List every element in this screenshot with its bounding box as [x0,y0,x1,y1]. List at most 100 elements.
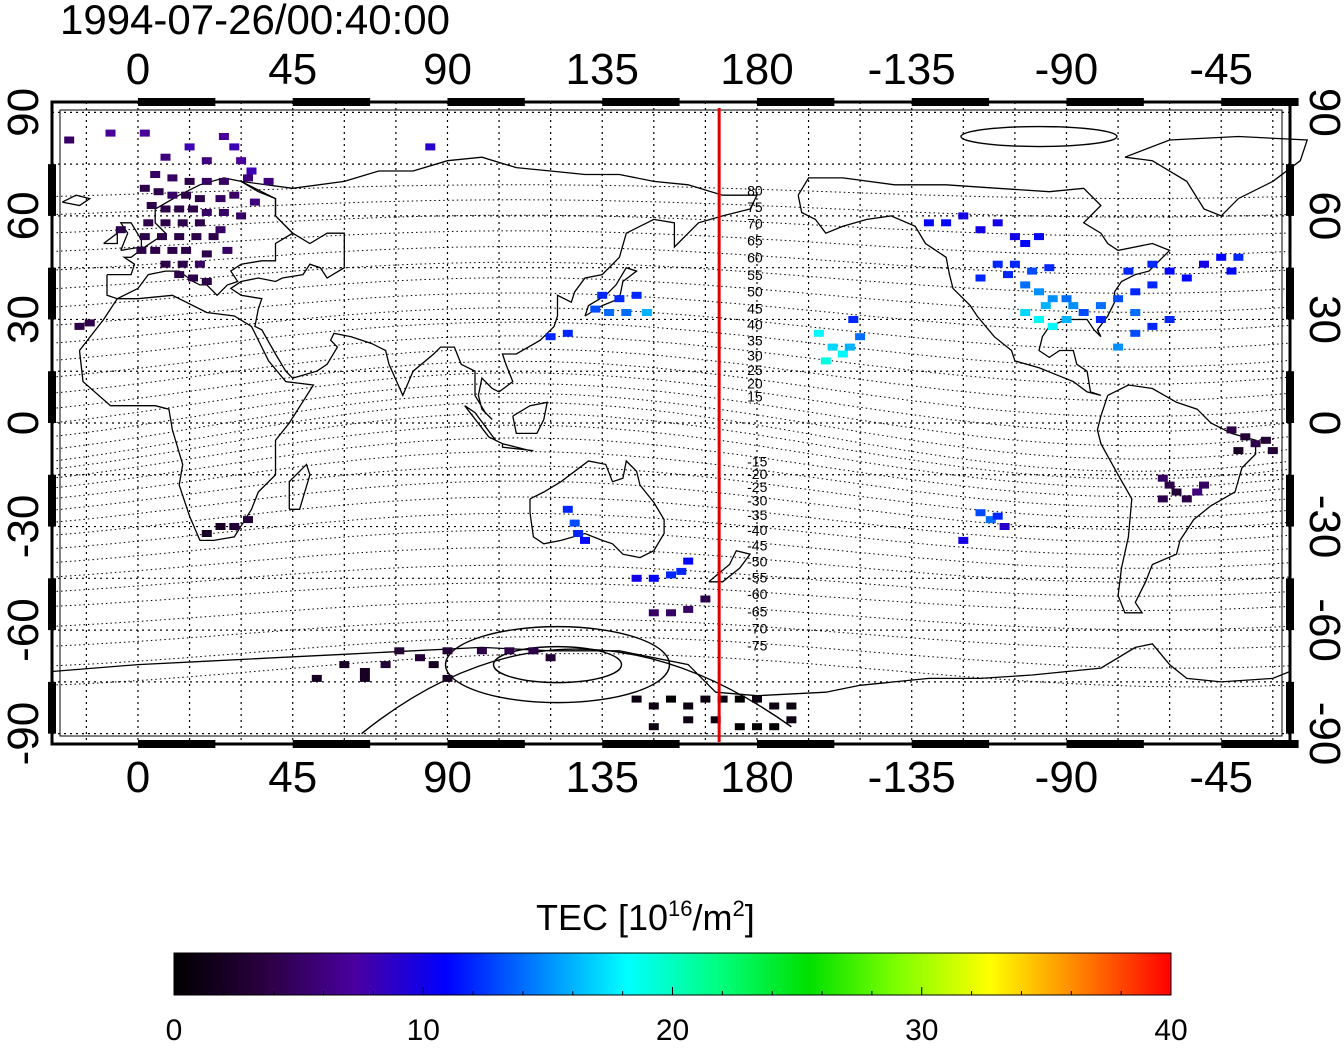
dip-contour-line [51,437,1291,498]
bottom-lon-tick-label: 0 [126,753,150,802]
tec-point [442,674,453,682]
tec-point [631,291,642,299]
dip-contour-line [51,529,1291,569]
tec-point [641,309,652,316]
coastline-path [62,194,92,207]
dip-contour-line [51,383,1291,447]
dip-contour-label: 15 [747,389,763,405]
tec-point [1147,281,1158,289]
frame-bar-bottom [602,740,680,748]
right-lat-tick-label: 60 [1300,191,1344,240]
tec-point [1068,302,1079,310]
tec-point [188,274,198,282]
tec-point [1130,309,1141,316]
tec-point [683,716,694,724]
tec-point [160,205,171,213]
coastline-path [501,443,534,452]
tec-point [1020,240,1031,247]
tec-point [1003,271,1013,279]
tec-point [1164,481,1175,489]
tec-point [923,219,934,227]
tec-point [136,246,147,254]
top-lon-tick-label: -135 [868,45,956,94]
tec-point [562,505,573,513]
tec-point [1040,302,1051,310]
tec-point [580,536,590,544]
tec-point [167,174,178,182]
frame-bar-top [756,98,835,106]
dip-contour-label: -30 [747,493,767,509]
coastline-path [529,459,665,559]
tec-point [215,523,226,530]
axis-tick-labels: 0045459090135135180180-135-135-90-90-45-… [0,45,1344,802]
dip-contour-line [51,512,1291,556]
left-lat-tick-label: 90 [0,88,48,137]
tec-point [74,322,85,330]
tec-point [201,530,212,537]
tec-point [855,333,866,341]
tec-point [752,723,762,731]
dip-contour-label: 25 [747,362,763,378]
tec-point [837,350,848,358]
tec-point [545,654,556,662]
right-lat-tick-label: -30 [1300,495,1344,559]
top-lon-tick-label: 45 [268,45,317,94]
coastline-path [584,266,638,317]
bottom-lon-tick-label: 135 [566,753,639,802]
tec-point [975,509,986,517]
left-lat-tick-label: 60 [0,191,48,240]
top-lon-tick-label: -45 [1189,45,1253,94]
tec-point [218,133,229,140]
tec-point [1095,316,1106,323]
dip-contour-line [51,360,1291,417]
frame-bar-top [1066,98,1144,106]
tec-observation-points [64,129,1278,731]
coastline-path [797,177,1171,397]
tec-point [1034,233,1044,241]
tec-point [150,246,161,254]
coastline-path [103,231,118,245]
colorbar-tick-label: 10 [407,1014,440,1047]
tec-point [1095,302,1106,310]
tec-point [528,647,539,655]
tec-point [666,609,676,617]
tec-point [194,219,205,227]
frame-bar-bottom [911,740,990,748]
tec-point [139,129,150,137]
left-lat-tick-label: -90 [0,702,48,766]
tec-point [442,647,453,655]
frame-bar-right [1286,371,1294,423]
tec-point [243,174,253,182]
tec-point [769,723,780,731]
tec-point [167,246,178,254]
coastlines [51,135,1309,697]
coastline-path [708,549,752,583]
dip-contour-label: -45 [747,538,767,554]
tec-point [194,260,205,268]
tec-point [820,357,831,365]
dip-contour-line [51,348,1291,402]
coastline-path [464,405,503,445]
tec-point [229,143,240,151]
tec-point [1047,295,1058,303]
dip-contour-label: 65 [747,233,763,249]
tec-point [597,291,608,299]
tec-point [201,209,212,216]
tec-point [415,654,425,662]
tec-point [1199,481,1209,489]
tec-point [157,233,167,241]
tec-point [786,702,797,710]
tec-point [194,195,205,203]
frame-bar-top [1221,98,1299,106]
right-lat-tick-label: -60 [1300,598,1344,662]
left-lat-tick-label: -30 [0,495,48,559]
tec-point [1181,274,1192,282]
tec-point [683,702,694,710]
tec-point [1123,267,1134,275]
tec-point [222,246,233,254]
tec-point [648,574,659,582]
tec-point [992,260,1003,268]
tec-point [425,143,436,151]
tec-point [992,219,1003,227]
tec-point [236,157,247,165]
